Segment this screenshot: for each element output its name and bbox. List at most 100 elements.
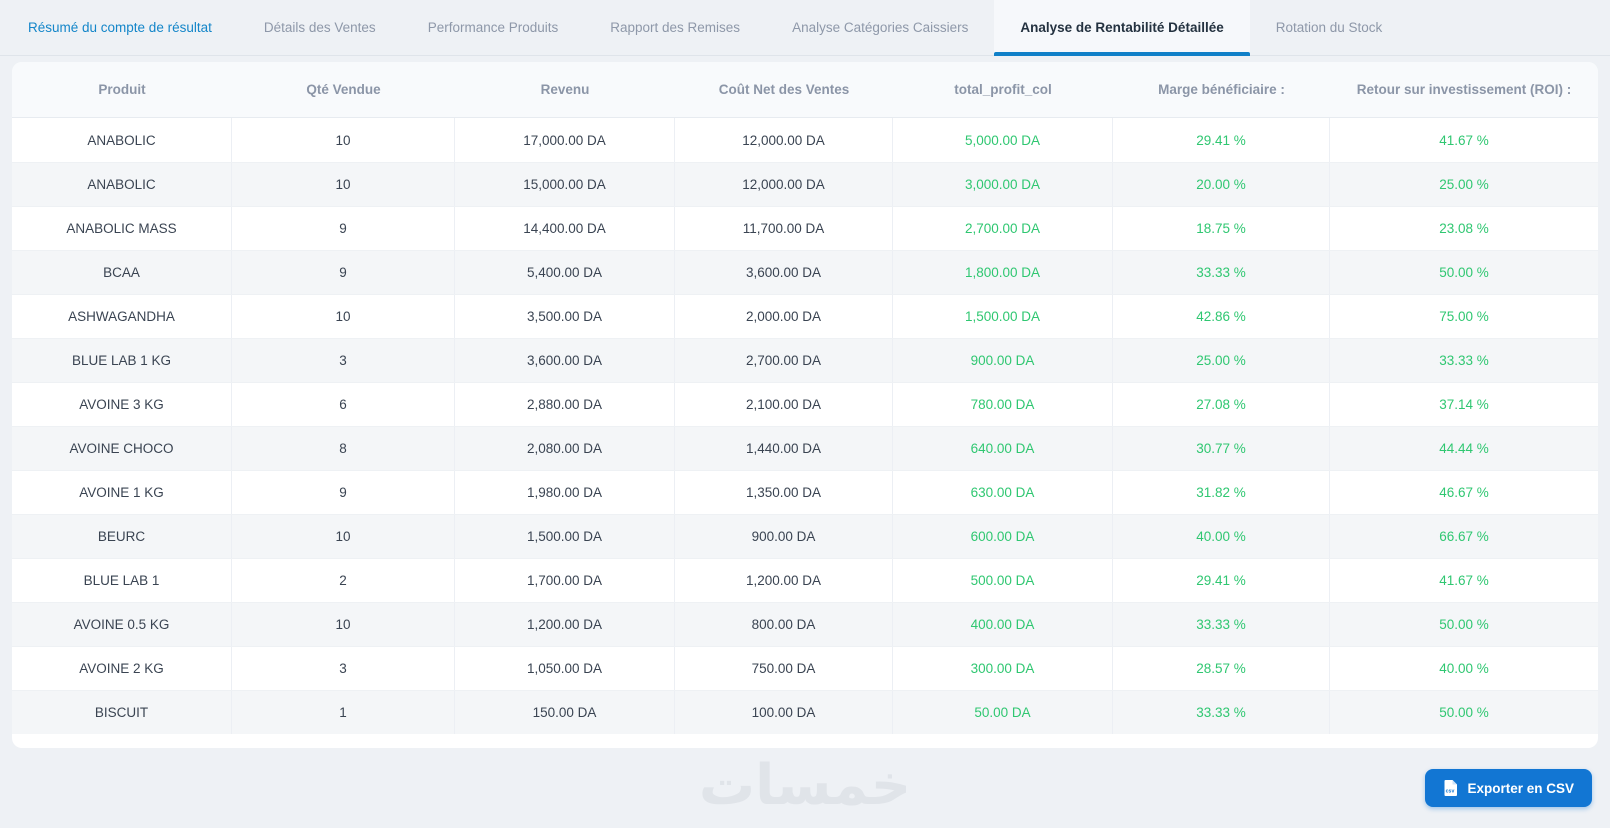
table-cell: BLUE LAB 1: [12, 559, 232, 602]
table-cell: 23.08 %: [1439, 221, 1489, 236]
table-cell: 1,350.00 DA: [675, 471, 893, 514]
table-cell: 8: [232, 427, 455, 470]
table-row: BCAA 9 5,400.00 DA 3,600.00 DA 1,800.00 DA 33…: [12, 250, 1598, 294]
table-cell: 18.75 %: [1113, 207, 1330, 250]
table-cell: 3,600.00 DA: [455, 339, 675, 382]
table-cell: 6: [232, 383, 455, 426]
table-cell: 15,000.00 DA: [455, 163, 675, 206]
table-cell: 40.00 %: [1113, 515, 1330, 558]
table-cell: 1,800.00 DA: [893, 251, 1113, 294]
watermark-text: خمسات: [698, 753, 912, 818]
table-cell: 3: [232, 339, 455, 382]
table-cell: 10: [232, 603, 455, 646]
profitability-table-card: Produit Qté Vendue Revenu Coût Net des Vent…: [12, 62, 1598, 748]
table-cell: 25.00 %: [1439, 177, 1489, 192]
tab-analyse-rentabilite-detaillee[interactable]: Analyse de Rentabilité Détaillée: [994, 0, 1251, 56]
table-row: ANABOLIC 10 15,000.00 DA 12,000.00 DA 3,000.…: [12, 162, 1598, 206]
table-cell: 46.67 %: [1439, 485, 1489, 500]
table-cell: 25.00 %: [1113, 339, 1330, 382]
tab-performance-produits[interactable]: Performance Produits: [427, 20, 559, 35]
table-cell: 29.41 %: [1113, 118, 1330, 162]
column-header: Revenu: [540, 82, 590, 97]
table-cell: 2: [232, 559, 455, 602]
table-cell: 28.57 %: [1113, 647, 1330, 690]
table-cell: 10: [232, 118, 455, 162]
table-cell: 300.00 DA: [893, 647, 1113, 690]
csv-file-icon: csv: [1443, 780, 1458, 796]
table-cell: 9: [232, 207, 455, 250]
column-header: total_profit_col: [954, 82, 1052, 97]
table-cell: 400.00 DA: [893, 603, 1113, 646]
tab-rapport-remises[interactable]: Rapport des Remises: [610, 20, 741, 35]
table-cell: AVOINE 3 KG: [12, 383, 232, 426]
table-cell: 3,000.00 DA: [893, 163, 1113, 206]
table-cell: 500.00 DA: [893, 559, 1113, 602]
table-cell: 30.77 %: [1113, 427, 1330, 470]
table-row: ASHWAGANDHA 10 3,500.00 DA 2,000.00 DA 1,500…: [12, 294, 1598, 338]
table-cell: AVOINE 0.5 KG: [12, 603, 232, 646]
table-cell: ANABOLIC: [12, 118, 232, 162]
table-cell: 3,600.00 DA: [675, 251, 893, 294]
table-cell: 17,000.00 DA: [455, 118, 675, 162]
table-row: AVOINE 3 KG 6 2,880.00 DA 2,100.00 DA 780.00…: [12, 382, 1598, 426]
table-cell: 1,440.00 DA: [675, 427, 893, 470]
table-cell: 2,700.00 DA: [893, 207, 1113, 250]
table-cell: 2,000.00 DA: [675, 295, 893, 338]
table-cell: 2,880.00 DA: [455, 383, 675, 426]
table-cell: 50.00 %: [1439, 705, 1489, 720]
table-row: ANABOLIC MASS 9 14,400.00 DA 11,700.00 DA 2,…: [12, 206, 1598, 250]
table-cell: 2,100.00 DA: [675, 383, 893, 426]
table-cell: 3,500.00 DA: [455, 295, 675, 338]
table-cell: 1,500.00 DA: [893, 295, 1113, 338]
table-cell: BCAA: [12, 251, 232, 294]
tab-details-ventes[interactable]: Détails des Ventes: [263, 20, 376, 35]
table-cell: 50.00 %: [1439, 265, 1489, 280]
table-cell: 31.82 %: [1113, 471, 1330, 514]
tab-resume-compte-resultat[interactable]: Résumé du compte de résultat: [28, 20, 212, 35]
table-cell: 33.33 %: [1113, 691, 1330, 734]
table-cell: 1,700.00 DA: [455, 559, 675, 602]
table-cell: 9: [232, 251, 455, 294]
table-cell: 5,000.00 DA: [893, 118, 1113, 162]
table-cell: 1,200.00 DA: [675, 559, 893, 602]
table-row: BISCUIT 1 150.00 DA 100.00 DA 50.00 DA 33.33 …: [12, 690, 1598, 734]
table-cell: 1,200.00 DA: [455, 603, 675, 646]
table-row: BEURC 10 1,500.00 DA 900.00 DA 600.00 DA 40.0…: [12, 514, 1598, 558]
export-csv-label: Exporter en CSV: [1467, 780, 1574, 796]
table-cell: 27.08 %: [1113, 383, 1330, 426]
table-cell: 5,400.00 DA: [455, 251, 675, 294]
table-cell: 2,700.00 DA: [675, 339, 893, 382]
table-cell: BISCUIT: [12, 691, 232, 734]
table-cell: 780.00 DA: [893, 383, 1113, 426]
table-cell: 41.67 %: [1439, 132, 1489, 148]
table-cell: 14,400.00 DA: [455, 207, 675, 250]
export-csv-button[interactable]: csv Exporter en CSV: [1425, 769, 1592, 807]
table-cell: AVOINE CHOCO: [12, 427, 232, 470]
tab-analyse-categories-caissiers[interactable]: Analyse Catégories Caissiers: [792, 20, 969, 35]
table-cell: 10: [232, 295, 455, 338]
table-cell: 41.67 %: [1439, 573, 1489, 588]
table-cell: 640.00 DA: [893, 427, 1113, 470]
table-cell: 42.86 %: [1113, 295, 1330, 338]
table-row: AVOINE 2 KG 3 1,050.00 DA 750.00 DA 300.00 D…: [12, 646, 1598, 690]
table-cell: 1: [232, 691, 455, 734]
tab-rotation-stock[interactable]: Rotation du Stock: [1275, 20, 1383, 35]
table-cell: 12,000.00 DA: [675, 118, 893, 162]
table-cell: 10: [232, 515, 455, 558]
table-row: BLUE LAB 1 2 1,700.00 DA 1,200.00 DA 500.00 …: [12, 558, 1598, 602]
table-cell: ANABOLIC MASS: [12, 207, 232, 250]
table-row: AVOINE 1 KG 9 1,980.00 DA 1,350.00 DA 630.00…: [12, 470, 1598, 514]
table-cell: 20.00 %: [1113, 163, 1330, 206]
table-cell: 100.00 DA: [675, 691, 893, 734]
column-header: Coût Net des Ventes: [718, 82, 850, 97]
table-cell: 3: [232, 647, 455, 690]
table-cell: 33.33 %: [1113, 251, 1330, 294]
table-cell: 150.00 DA: [455, 691, 675, 734]
table-cell: 630.00 DA: [893, 471, 1113, 514]
table-cell: 11,700.00 DA: [675, 207, 893, 250]
table-cell: 10: [232, 163, 455, 206]
table-row: BLUE LAB 1 KG 3 3,600.00 DA 2,700.00 DA 900.…: [12, 338, 1598, 382]
table-cell: 66.67 %: [1439, 529, 1489, 544]
column-header: Produit: [98, 82, 146, 97]
table-row: AVOINE 0.5 KG 10 1,200.00 DA 800.00 DA 400.0…: [12, 602, 1598, 646]
